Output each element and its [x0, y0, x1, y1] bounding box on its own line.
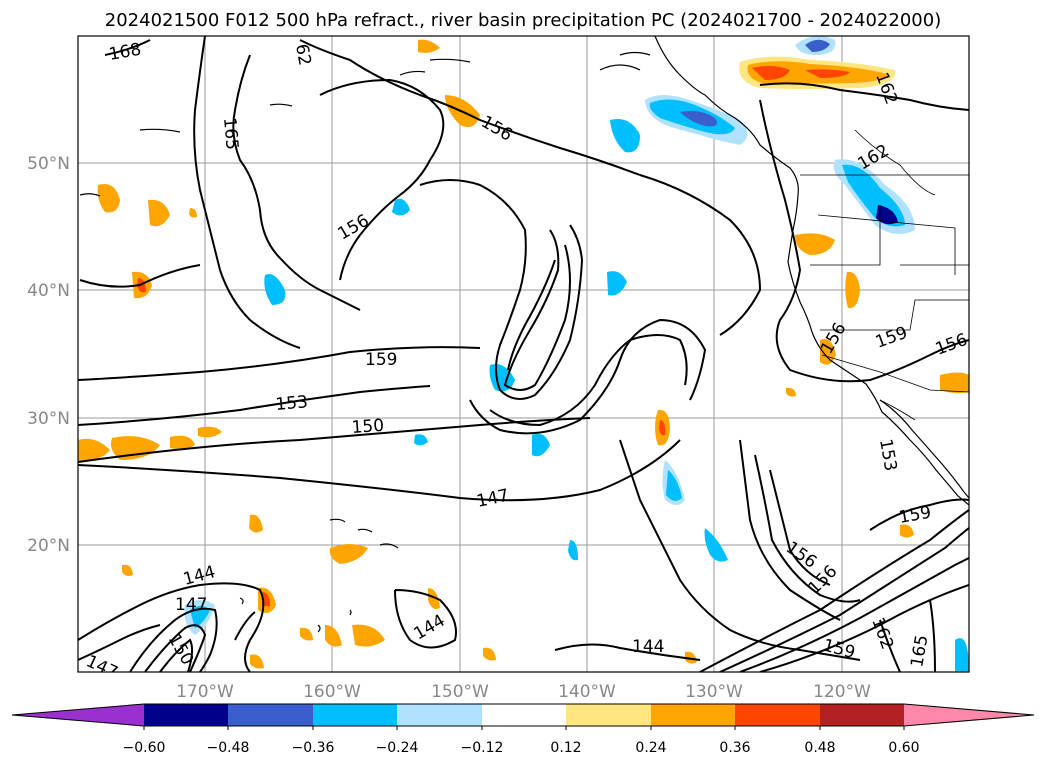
- precip-positive-area: [805, 69, 850, 78]
- colorbar-segment: [482, 704, 566, 726]
- colorbar-tick-label: −0.36: [292, 740, 335, 756]
- precip-negative-area: [704, 528, 728, 562]
- gridlines: [78, 36, 969, 672]
- colorbar-segment: [566, 704, 651, 726]
- precip-negative-area: [414, 434, 428, 446]
- precip-positive-area: [940, 372, 969, 394]
- colorbar-extend-low: [12, 704, 144, 726]
- colorbar-segment: [651, 704, 735, 726]
- political-borders: [800, 129, 969, 421]
- colorbar-tick-label: 0.12: [550, 740, 581, 756]
- precip-positive-area: [795, 233, 835, 255]
- map-frame: [77, 35, 970, 673]
- lon-label: 170°W: [176, 682, 234, 702]
- lat-label: 30°N: [27, 409, 70, 429]
- lat-label: 40°N: [27, 281, 70, 301]
- colorbar-segments: [11, 703, 1035, 730]
- lon-label: 160°W: [303, 682, 361, 702]
- colorbar-tick-label: 0.36: [719, 740, 750, 756]
- lon-label: 150°W: [431, 682, 489, 702]
- precip-positive-area: [198, 426, 222, 438]
- contour-label: 159: [365, 350, 397, 370]
- precip-negative-area: [610, 119, 640, 153]
- map-panel: 168 62 165 156 156 159 153 150 147 144 1…: [77, 35, 970, 673]
- precip-negative-area: [264, 274, 286, 305]
- colorbar-segment: [144, 704, 228, 726]
- contour-label: 150: [351, 416, 385, 438]
- precip-positive-area: [148, 199, 170, 227]
- colorbar-tick-label: 0.60: [888, 740, 919, 756]
- colorbar-extend-high: [904, 704, 1034, 726]
- colorbar-segment: [228, 704, 313, 726]
- precip-positive-area: [189, 208, 197, 218]
- precip-positive-area: [483, 647, 496, 661]
- precip-positive-area: [325, 625, 342, 647]
- refractivity-contours: [78, 36, 969, 672]
- figure-title: 2024021500 F012 500 hPa refract., river …: [105, 10, 941, 31]
- precip-positive-area: [659, 420, 666, 436]
- colorbar-tick-label: −0.60: [123, 740, 166, 756]
- lat-label: 20°N: [27, 536, 70, 556]
- lon-label: 130°W: [685, 682, 743, 702]
- precip-positive-area: [170, 435, 195, 450]
- precip-negative-area: [805, 39, 830, 52]
- precip-negative-area: [392, 198, 410, 216]
- longitude-labels: 170°W 160°W 150°W 140°W 130°W 120°W: [176, 682, 871, 702]
- precip-negative-area: [680, 110, 718, 127]
- contour-label: 153: [275, 392, 309, 415]
- colorbar-ticks: −0.60 −0.48 −0.36 −0.24 −0.12 0.12 0.24 …: [123, 740, 920, 756]
- colorbar-segment: [313, 704, 397, 726]
- precip-positive-area: [250, 654, 264, 669]
- precip-positive-area: [900, 524, 914, 538]
- precip-positive-area: [786, 387, 796, 397]
- colorbar-tick-label: −0.48: [207, 740, 250, 756]
- precip-positive-area: [428, 588, 440, 609]
- contour-label: 165: [219, 117, 242, 151]
- precip-negative-area: [607, 271, 627, 296]
- precip-positive-area: [418, 39, 440, 53]
- colorbar-segment: [735, 704, 820, 726]
- contour-label: 144: [632, 637, 664, 657]
- precip-negative-area: [532, 433, 550, 457]
- colorbar-segment: [820, 704, 904, 726]
- colorbar-tick-label: −0.24: [376, 740, 419, 756]
- colorbar: −0.60 −0.48 −0.36 −0.24 −0.12 0.12 0.24 …: [11, 703, 1035, 756]
- colorbar-tick-label: −0.12: [461, 740, 504, 756]
- coastlines: [79, 36, 969, 633]
- precip-positive-area: [249, 514, 263, 533]
- precip-negative-area: [190, 606, 210, 628]
- lat-label: 50°N: [27, 154, 70, 174]
- lon-label: 120°W: [813, 682, 871, 702]
- precip-positive-area: [329, 544, 368, 564]
- colorbar-segment: [397, 704, 482, 726]
- precip-negative-area: [568, 540, 578, 561]
- precip-positive-area: [97, 184, 120, 213]
- colorbar-tick-label: 0.48: [804, 740, 835, 756]
- lon-label: 140°W: [558, 682, 616, 702]
- precip-negative-area: [876, 205, 898, 225]
- contour-label: 62: [291, 42, 314, 67]
- precip-positive-area: [300, 627, 313, 641]
- latitude-labels: 50°N 40°N 30°N 20°N: [27, 154, 70, 556]
- precip-negative-area: [955, 638, 969, 672]
- precip-positive-area: [352, 624, 385, 647]
- precip-positive-area: [752, 65, 790, 80]
- precip-positive-area: [78, 438, 110, 462]
- contour-label: 147: [175, 595, 207, 615]
- precip-positive-area: [845, 271, 860, 309]
- precip-positive-area: [685, 651, 697, 664]
- precip-negative-area: [666, 470, 682, 501]
- precip-positive-area: [122, 564, 133, 576]
- colorbar-tick-label: 0.24: [635, 740, 666, 756]
